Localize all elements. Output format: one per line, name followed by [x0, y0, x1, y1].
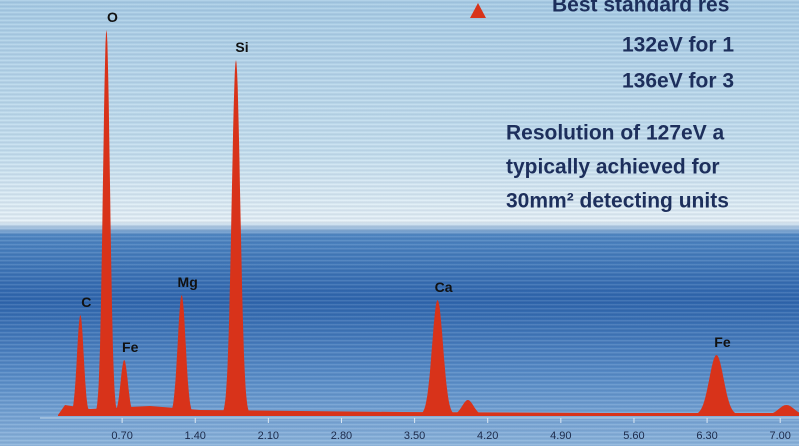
annotation: 136eV for 3: [622, 70, 734, 93]
peak: [219, 60, 253, 415]
x-tick-label: 3.50: [404, 430, 425, 442]
peak: [687, 355, 745, 415]
peak-label: C: [81, 294, 91, 310]
x-tick-label: 4.20: [477, 430, 498, 442]
peak: [92, 30, 121, 415]
x-tick-label: 5.60: [623, 430, 644, 442]
peak-label: Si: [235, 39, 248, 55]
x-tick-label: 2.10: [258, 430, 279, 442]
peak: [67, 315, 94, 415]
x-tick-label: 2.80: [331, 430, 352, 442]
peak-label: Mg: [178, 274, 198, 290]
x-tick-label: 1.40: [185, 430, 206, 442]
peak-label: Fe: [122, 339, 139, 355]
annotation: 132eV for 1: [622, 34, 734, 57]
peak: [109, 360, 139, 415]
annotation: 30mm² detecting units: [506, 190, 729, 213]
peak: [415, 300, 460, 415]
x-tick-label: 4.90: [550, 430, 571, 442]
peak: [445, 400, 491, 415]
peak-label: Fe: [714, 334, 731, 350]
peak-label: O: [107, 9, 118, 25]
x-tick-label: 7.00: [769, 430, 790, 442]
annotation: Best standard res: [552, 0, 729, 17]
peak: [165, 295, 198, 415]
x-tick-label: 0.70: [111, 430, 132, 442]
x-tick-label: 6.30: [696, 430, 717, 442]
triangle-marker: [470, 3, 486, 18]
annotation: Resolution of 127eV a: [506, 122, 725, 145]
annotation: typically achieved for: [506, 156, 720, 179]
peak: [756, 405, 799, 415]
peak-label: Ca: [435, 279, 453, 295]
